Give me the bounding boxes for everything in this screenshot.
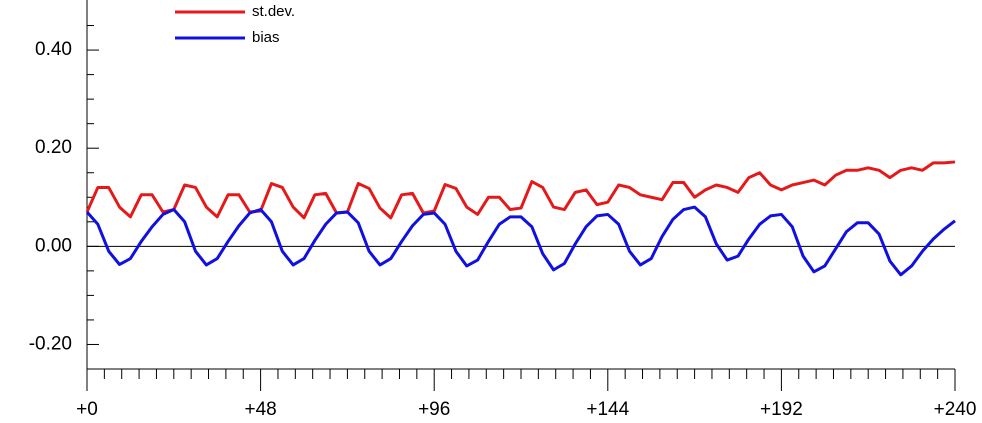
- x-tick-label: +0: [76, 399, 98, 420]
- x-tick-label: +48: [244, 399, 276, 420]
- data-line: [85, 160, 956, 220]
- y-tick-label: -0.20: [29, 333, 72, 354]
- x-tick-label: +240: [934, 399, 977, 420]
- y-tick-label: 0.20: [35, 137, 72, 158]
- y-tick-label: 0.40: [35, 39, 72, 60]
- y-tick-label: 0.00: [35, 235, 72, 256]
- data-line: [85, 205, 956, 277]
- x-tick-label: +192: [760, 399, 803, 420]
- legend-label: st.dev.: [252, 3, 295, 20]
- x-tick-label: +96: [418, 399, 450, 420]
- legend-label: bias: [252, 29, 280, 46]
- x-tick-label: +144: [586, 399, 629, 420]
